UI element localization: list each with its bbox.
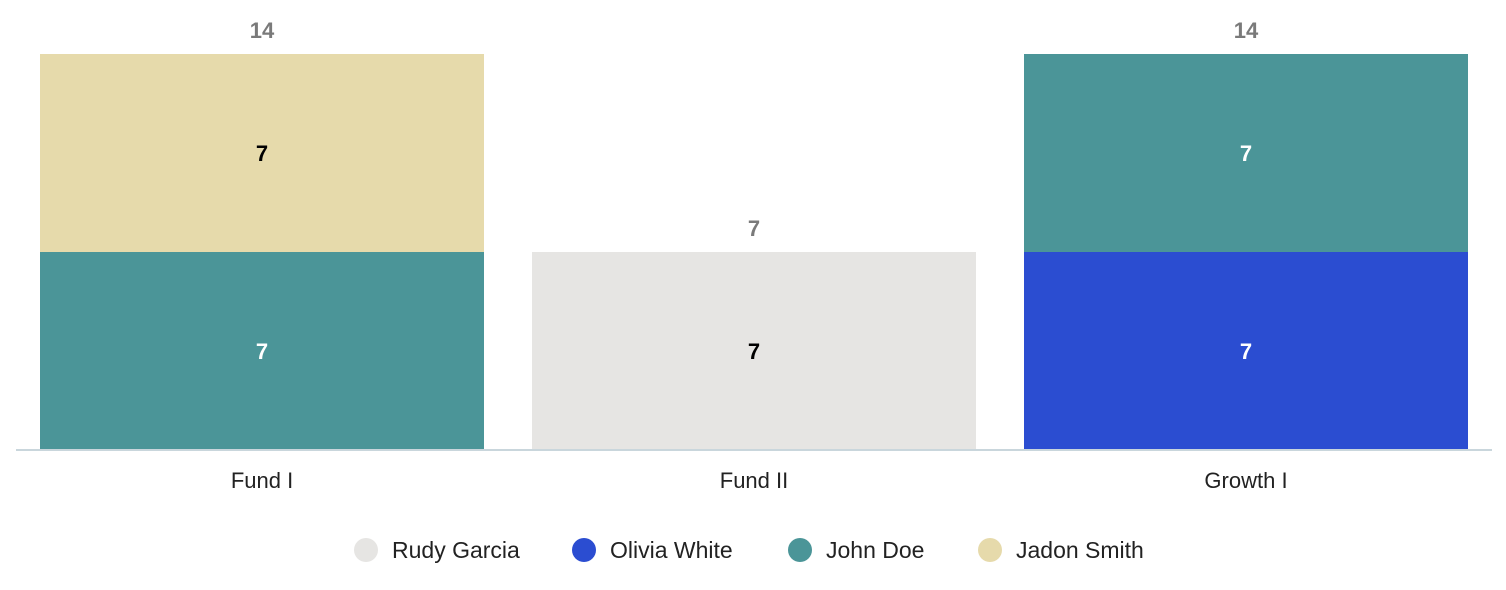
segment-value-label: 7 [748,339,760,364]
bar-segment[interactable] [1024,252,1468,450]
segment-value-label: 7 [1240,339,1252,364]
legend-label: Rudy Garcia [392,537,520,563]
segment-value-label: 7 [1240,141,1252,166]
bar-segment[interactable] [1024,54,1468,252]
legend: Rudy Garcia Olivia White John Doe Jadon Smi… [354,537,1144,563]
bar-segment[interactable] [40,54,484,252]
bar-segment[interactable] [532,252,976,450]
bars-layer: 7 7 14 7 7 7 7 14 [40,18,1468,450]
legend-label: John Doe [826,537,924,563]
legend-swatch-icon [788,538,812,562]
bar-total-label: 14 [250,18,275,43]
x-tick-label: Fund I [231,468,293,493]
legend-item[interactable]: Jadon Smith [978,537,1144,563]
bar-total-label: 7 [748,216,760,241]
legend-label: Olivia White [610,537,733,563]
segment-value-label: 7 [256,141,268,166]
legend-swatch-icon [572,538,596,562]
segment-value-label: 7 [256,339,268,364]
legend-label: Jadon Smith [1016,537,1144,563]
legend-item[interactable]: Rudy Garcia [354,537,520,563]
bar-segment[interactable] [40,252,484,450]
x-tick-label: Growth I [1204,468,1287,493]
legend-item[interactable]: John Doe [788,537,924,563]
x-axis-labels: Fund I Fund II Growth I [231,468,1288,493]
legend-swatch-icon [354,538,378,562]
bar-total-label: 14 [1234,18,1259,43]
x-tick-label: Fund II [720,468,788,493]
legend-swatch-icon [978,538,1002,562]
legend-item[interactable]: Olivia White [572,537,733,563]
